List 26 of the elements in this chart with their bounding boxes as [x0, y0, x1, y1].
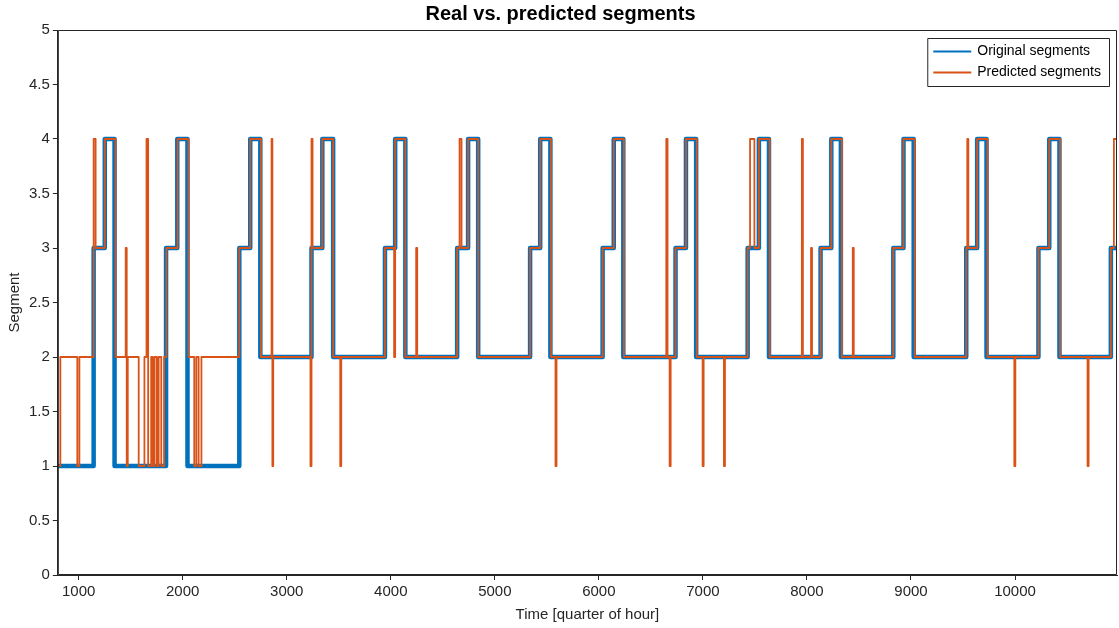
y-tick-label: 4.5	[28, 74, 50, 92]
y-tick-label: 5	[41, 20, 50, 38]
y-tick-label: 2	[41, 347, 50, 365]
x-tick-label: 3000	[270, 582, 304, 600]
x-tick-label: 9000	[894, 582, 928, 600]
x-tick-label: 7000	[686, 582, 720, 600]
y-axis-title: Segment	[5, 271, 23, 333]
y-tick-label: 3.5	[28, 183, 50, 201]
legend-label: Original segments	[977, 42, 1091, 59]
legend-label: Predicted segments	[977, 63, 1101, 80]
chart-title: Real vs. predicted segments	[425, 1, 696, 24]
y-tick-label: 0.5	[28, 510, 50, 528]
x-tick-label: 6000	[582, 582, 616, 600]
x-tick-label: 8000	[790, 582, 824, 600]
y-tick-label: 3	[41, 238, 50, 256]
x-tick-label: 10000	[994, 582, 1036, 600]
y-tick-label: 0	[41, 565, 50, 583]
y-tick-label: 4	[41, 129, 50, 147]
x-tick-label: 4000	[374, 582, 408, 600]
x-tick-label: 2000	[166, 582, 200, 600]
y-tick-label: 2.5	[28, 292, 50, 310]
x-tick-label: 5000	[478, 582, 512, 600]
x-axis-title: Time [quarter of hour]	[515, 605, 660, 623]
y-tick-label: 1	[41, 456, 50, 474]
x-tick-label: 1000	[61, 582, 96, 600]
y-tick-label: 1.5	[28, 401, 50, 419]
